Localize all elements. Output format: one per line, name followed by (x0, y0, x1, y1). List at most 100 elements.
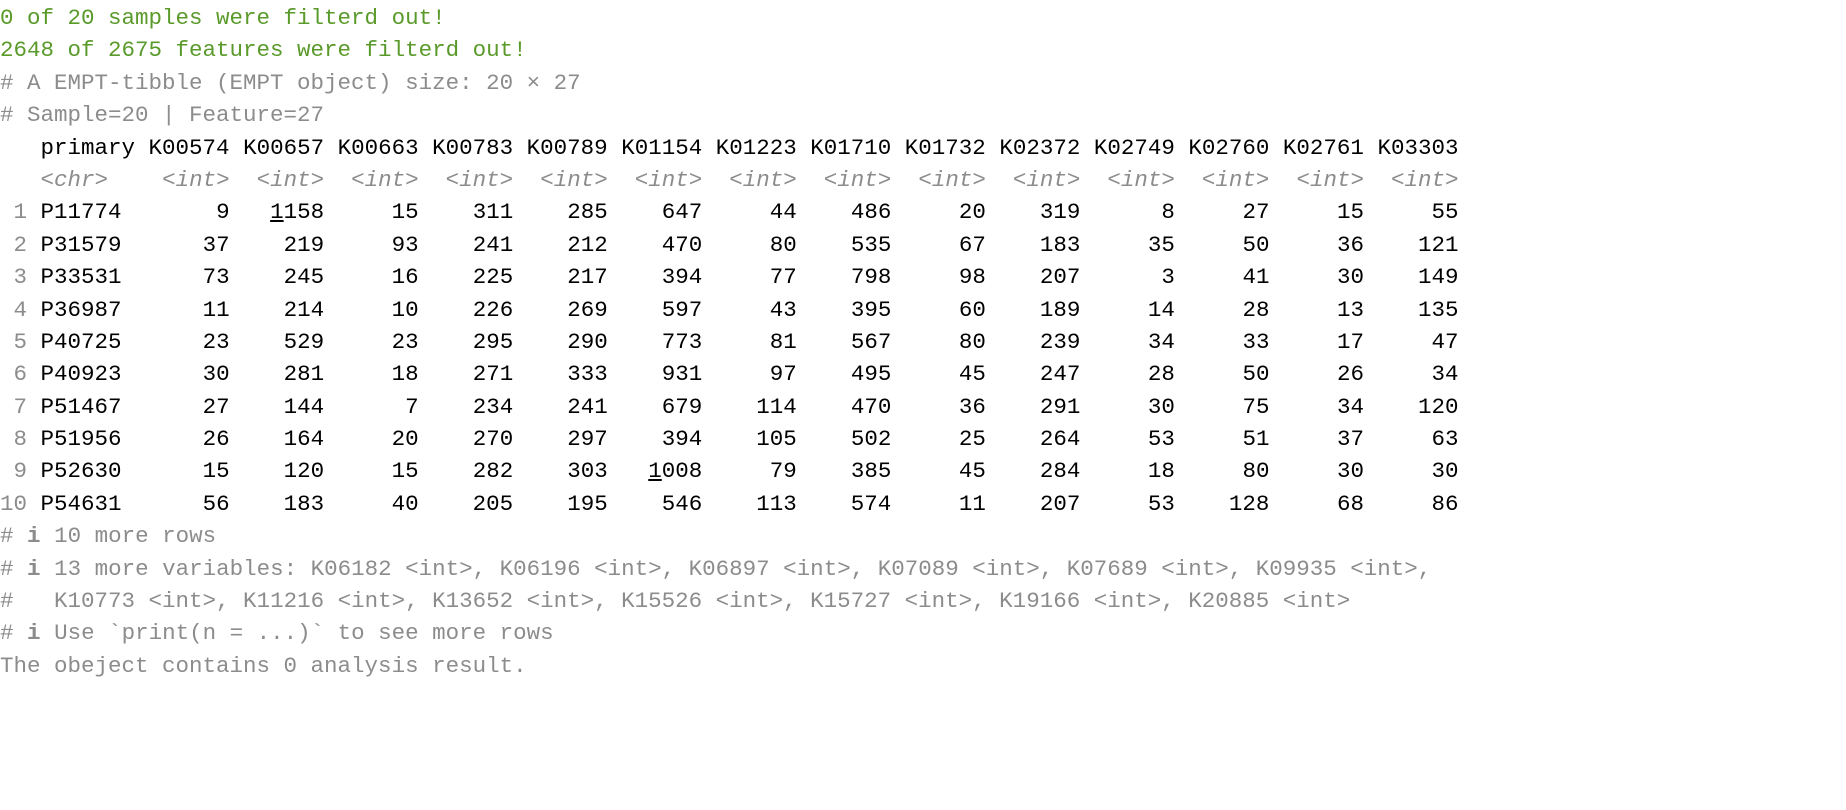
cell-value: 30 (1431, 458, 1459, 485)
cell-value: 647 (661, 199, 703, 226)
row-index: 1 (13, 199, 28, 226)
cell-value: 239 (1039, 328, 1081, 355)
cell-value: 120 (283, 458, 325, 485)
cell-value: 79 (769, 458, 797, 485)
column-header: K00574 (148, 134, 230, 161)
cell-value: 51 (1242, 426, 1270, 453)
cell-value: 93 (391, 231, 419, 258)
cell-value: 8 (1161, 199, 1175, 226)
table-row: 1 P11774 9 1158 15 311 285 647 44 486 20… (0, 196, 1846, 228)
cell-value: 15 (1336, 199, 1364, 226)
more-variables-note-cont: # K10773 <int>, K11216 <int>, K13652 <in… (0, 585, 1846, 617)
cell-value: 183 (1039, 231, 1081, 258)
row-index: 10 (0, 490, 28, 517)
cell-value: 470 (661, 231, 703, 258)
cell-value: 214 (283, 296, 325, 323)
cell-value: 295 (472, 328, 514, 355)
column-type: <int> (1201, 166, 1270, 193)
cell-value: 234 (472, 393, 514, 420)
row-index: 4 (13, 296, 28, 323)
cell-value: 63 (1431, 426, 1459, 453)
cell-value: 15 (391, 199, 419, 226)
cell-value: 269 (567, 296, 608, 323)
column-header: K00663 (337, 134, 419, 161)
cell-value: 290 (567, 328, 608, 355)
column-type: <int> (918, 166, 986, 193)
cell-value: 17 (1336, 328, 1364, 355)
tibble-summary: # Sample=20 | Feature=27 (0, 102, 325, 129)
cell-value: 37 (1336, 426, 1364, 453)
cell-primary: P40725 (40, 328, 122, 355)
cell-value: 149 (1418, 264, 1459, 291)
table-row: 8 P51956 26 164 20 270 297 394 105 502 2… (0, 423, 1846, 455)
cell-value: 36 (1336, 231, 1364, 258)
column-header: K01710 (810, 134, 892, 161)
column-header: primary (40, 134, 136, 161)
cell-value: 495 (850, 361, 892, 388)
cell-value: 114 (756, 393, 797, 420)
column-type: <chr> (40, 166, 109, 193)
table-row: 7 P51467 27 144 7 234 241 679 114 470 36… (0, 391, 1846, 423)
table-header-row: primary K00574 K00657 K00663 K00783 K007… (0, 132, 1846, 164)
comment-prefix: # (0, 588, 14, 615)
info-icon: i (27, 620, 41, 647)
cell-primary: P36987 (40, 296, 122, 323)
cell-value: 41 (1242, 264, 1270, 291)
cell-value: 546 (661, 490, 703, 517)
cell-value: 97 (769, 361, 797, 388)
cell-value: 56 (202, 490, 230, 517)
row-index: 5 (13, 328, 28, 355)
cell-value: 1008 (648, 458, 703, 485)
cell-value: 567 (850, 328, 892, 355)
column-type: <int> (445, 166, 514, 193)
cell-value: 37 (202, 231, 230, 258)
cell-value: 53 (1147, 426, 1175, 453)
cell-value: 30 (1336, 458, 1364, 485)
column-type: <int> (634, 166, 703, 193)
cell-value: 34 (1431, 361, 1459, 388)
cell-value: 20 (391, 426, 419, 453)
more-variables-text-cont: K10773 <int>, K11216 <int>, K13652 <int>… (54, 588, 1351, 615)
cell-value: 86 (1431, 490, 1459, 517)
info-icon: i (27, 555, 41, 582)
cell-value: 1158 (270, 199, 325, 226)
r-console-output: 0 of 20 samples were filterd out! 2648 o… (0, 5, 1846, 679)
cell-value: 144 (283, 393, 325, 420)
column-type: <int> (1390, 166, 1459, 193)
cell-value: 282 (472, 458, 514, 485)
cell-value: 225 (472, 264, 514, 291)
column-type: <int> (540, 166, 608, 193)
features-filtered-message: 2648 of 2675 features were filterd out! (0, 37, 527, 64)
row-index: 6 (13, 361, 28, 388)
cell-value: 121 (1418, 231, 1459, 258)
cell-value: 18 (391, 361, 419, 388)
cell-value: 303 (567, 458, 608, 485)
column-type: <int> (351, 166, 419, 193)
column-type: <int> (162, 166, 230, 193)
cell-value: 10 (391, 296, 419, 323)
cell-value: 291 (1039, 393, 1081, 420)
table-row: 10 P54631 56 183 40 205 195 546 113 574 … (0, 488, 1846, 520)
cell-value: 217 (567, 264, 608, 291)
row-index: 7 (13, 393, 28, 420)
cell-value: 35 (1147, 231, 1175, 258)
cell-value: 281 (283, 361, 325, 388)
cell-value: 30 (1147, 393, 1175, 420)
cell-value: 98 (958, 264, 986, 291)
cell-value: 43 (769, 296, 797, 323)
more-variables-note: # i 13 more variables: K06182 <int>, K06… (0, 553, 1846, 585)
more-variables-text: 13 more variables: K06182 <int>, K06196 … (54, 555, 1432, 582)
cell-value: 284 (1039, 458, 1081, 485)
cell-value: 80 (769, 231, 797, 258)
cell-value: 285 (567, 199, 608, 226)
cell-value: 264 (1039, 426, 1081, 453)
print-hint-text: Use `print(n = ...)` to see more rows (54, 620, 554, 647)
cell-value: 270 (472, 426, 514, 453)
cell-value: 40 (391, 490, 419, 517)
cell-value: 11 (202, 296, 230, 323)
cell-value: 15 (202, 458, 230, 485)
cell-value: 45 (958, 458, 986, 485)
samples-filtered-message: 0 of 20 samples were filterd out! (0, 5, 446, 31)
cell-value: 271 (472, 361, 514, 388)
column-type: <int> (823, 166, 892, 193)
